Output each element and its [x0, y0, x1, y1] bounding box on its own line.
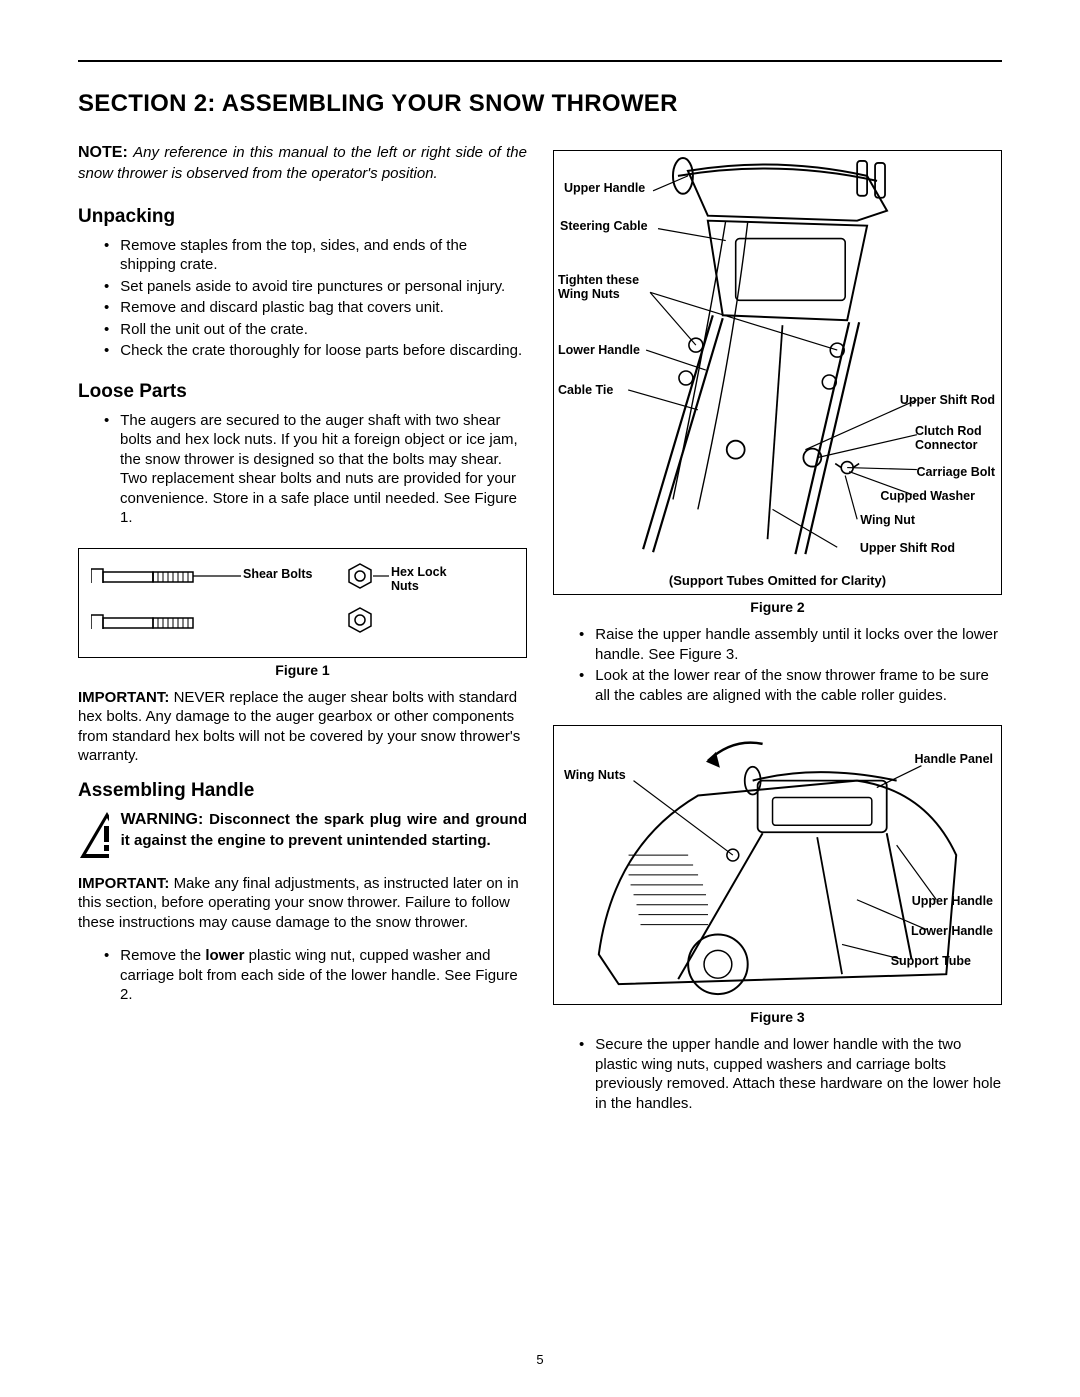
fig2-label: Upper Shift Rod: [860, 541, 955, 555]
list-item: Remove and discard plastic bag that cove…: [78, 298, 527, 318]
warning-triangle-icon: [78, 810, 109, 860]
list-item: The augers are secured to the auger shaf…: [78, 411, 527, 528]
list-item: Check the crate thoroughly for loose par…: [78, 341, 527, 361]
important-2: IMPORTANT: Make any final adjustments, a…: [78, 874, 527, 933]
handle-steps-left: Remove the lower plastic wing nut, cuppe…: [78, 946, 527, 1005]
list-item: Set panels aside to avoid tire punctures…: [78, 277, 527, 297]
shear-bolts-label: Shear Bolts: [243, 567, 312, 581]
hex-nut-icon: [347, 563, 373, 589]
hex-nut-icon: [347, 607, 373, 633]
hex-nuts-label: Hex Lock Nuts: [391, 565, 461, 593]
fig3-label: Support Tube: [891, 954, 971, 968]
fig3-label: Upper Handle: [912, 894, 993, 908]
leader-line: [373, 571, 391, 581]
fig2-omitted-note: (Support Tubes Omitted for Clarity): [554, 573, 1001, 588]
fig2-label: Upper Shift Rod: [900, 393, 995, 407]
fig2-label: Carriage Bolt: [917, 465, 996, 479]
figure-1-box: Shear Bolts Hex Lock Nuts: [78, 548, 527, 658]
right-column: Upper Handle Steering Cable Tighten thes…: [553, 142, 1002, 1133]
figure-2-box: Upper Handle Steering Cable Tighten thes…: [553, 150, 1002, 595]
fig2-label: Wing Nut: [860, 513, 915, 527]
shear-bolt-icon: [91, 611, 211, 629]
figure-2-diagram: [554, 151, 1001, 594]
fig2-label: Upper Handle: [564, 181, 645, 195]
list-item: Remove the lower plastic wing nut, cuppe…: [78, 946, 527, 1005]
figure-1-caption: Figure 1: [78, 662, 527, 678]
fig2-label: Steering Cable: [560, 219, 648, 233]
fig3-label: Handle Panel: [915, 752, 994, 766]
important-1: IMPORTANT: NEVER replace the auger shear…: [78, 688, 527, 766]
fig3-label: Lower Handle: [911, 924, 993, 938]
fig2-label: Lower Handle: [558, 343, 640, 357]
note-lead: NOTE:: [78, 144, 128, 161]
section-title: SECTION 2: ASSEMBLING YOUR SNOW THROWER: [78, 90, 1002, 118]
unpacking-heading: Unpacking: [78, 206, 527, 228]
fig2-label: Tighten these Wing Nuts: [558, 273, 648, 302]
warning-lead: WARNING:: [121, 811, 204, 828]
figure-3-caption: Figure 3: [553, 1009, 1002, 1025]
top-rule: [78, 60, 1002, 62]
important-lead: IMPORTANT:: [78, 875, 169, 892]
page-number: 5: [0, 1352, 1080, 1367]
list-item: Secure the upper handle and lower handle…: [553, 1035, 1002, 1113]
left-column: NOTE: Any reference in this manual to th…: [78, 142, 527, 1133]
leader-line: [193, 571, 243, 581]
fig2-label: Cable Tie: [558, 383, 613, 397]
note-paragraph: NOTE: Any reference in this manual to th…: [78, 142, 527, 184]
fig2-label: Cupped Washer: [880, 489, 975, 503]
fig3-label: Wing Nuts: [564, 768, 626, 782]
warning-text: WARNING: Disconnect the spark plug wire …: [121, 810, 527, 850]
figure-3-box: Wing Nuts Handle Panel Upper Handle Lowe…: [553, 725, 1002, 1005]
list-item: Raise the upper handle assembly until it…: [553, 625, 1002, 664]
figure-2-caption: Figure 2: [553, 599, 1002, 615]
warning-block: WARNING: Disconnect the spark plug wire …: [78, 810, 527, 860]
note-body: Any reference in this manual to the left…: [78, 144, 527, 182]
handle-steps-right-2: Secure the upper handle and lower handle…: [553, 1035, 1002, 1113]
handle-steps-right: Raise the upper handle assembly until it…: [553, 625, 1002, 705]
loose-parts-heading: Loose Parts: [78, 381, 527, 403]
two-column-layout: NOTE: Any reference in this manual to th…: [78, 142, 1002, 1133]
assembling-handle-heading: Assembling Handle: [78, 780, 527, 802]
list-item: Remove staples from the top, sides, and …: [78, 236, 527, 275]
unpacking-list: Remove staples from the top, sides, and …: [78, 236, 527, 361]
important-lead: IMPORTANT:: [78, 689, 169, 706]
fig2-label: Clutch Rod Connector: [915, 424, 995, 453]
list-item: Look at the lower rear of the snow throw…: [553, 666, 1002, 705]
loose-parts-list: The augers are secured to the auger shaf…: [78, 411, 527, 528]
list-item: Roll the unit out of the crate.: [78, 320, 527, 340]
